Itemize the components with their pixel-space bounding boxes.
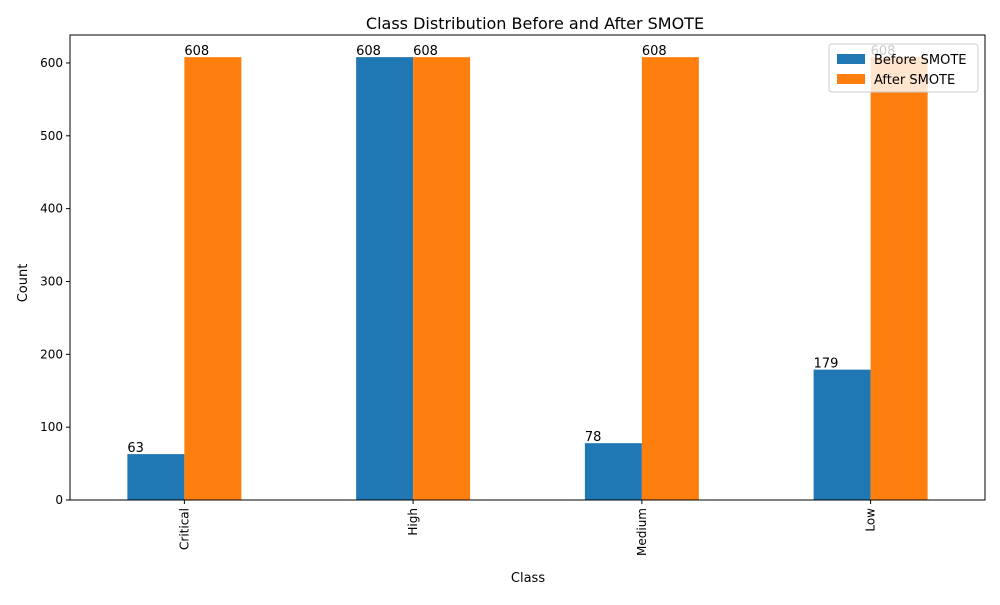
legend-swatch-before [837, 54, 865, 64]
bar-before-medium [584, 443, 642, 500]
data-label: 608 [356, 44, 381, 59]
data-label: 608 [184, 44, 209, 59]
legend: Before SMOTE After SMOTE [828, 43, 979, 93]
x-tick-label-low: Low [864, 508, 878, 532]
bar-after-low [870, 57, 928, 501]
data-label: 63 [127, 441, 144, 456]
y-tick-label: 300 [40, 274, 63, 288]
plot-frame [69, 34, 986, 501]
x-tick-label-medium: Medium [635, 508, 649, 556]
data-label: 608 [413, 44, 438, 59]
legend-label-after: After SMOTE [874, 73, 955, 88]
legend-box [828, 43, 979, 93]
y-tick-label: 400 [40, 202, 63, 216]
y-tick-label: 0 [55, 493, 63, 507]
y-tick-label: 200 [40, 347, 63, 361]
plot-area: 6360860860878608179608010020030040050060… [40, 34, 986, 556]
y-tick-label: 100 [40, 420, 63, 434]
legend-label-before: Before SMOTE [874, 53, 967, 68]
bar-before-low [813, 369, 871, 500]
x-tick-label-critical: Critical [177, 508, 191, 550]
data-label: 78 [585, 430, 602, 445]
y-tick-label: 500 [40, 129, 63, 143]
bar-after-high [413, 57, 471, 501]
x-axis-label: Class [511, 571, 545, 586]
data-label: 608 [642, 44, 667, 59]
data-label: 179 [814, 357, 839, 372]
bar-before-high [356, 57, 414, 501]
x-tick-label-high: High [406, 508, 420, 536]
bar-before-critical [127, 454, 185, 500]
legend-swatch-after [837, 74, 865, 84]
chart-title: Class Distribution Before and After SMOT… [366, 14, 704, 33]
bar-after-critical [184, 57, 242, 501]
y-axis-label: Count [16, 264, 31, 303]
y-tick-label: 600 [40, 56, 63, 70]
bar-after-medium [641, 57, 699, 501]
